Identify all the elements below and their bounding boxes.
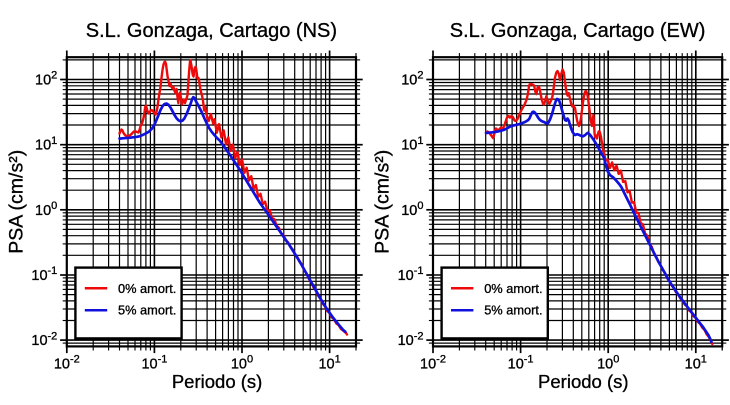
- svg-text:5% amort.: 5% amort.: [484, 303, 542, 318]
- svg-text:S.L. Gonzaga, Cartago (NS): S.L. Gonzaga, Cartago (NS): [86, 20, 337, 42]
- svg-text:Periodo (s): Periodo (s): [538, 371, 628, 392]
- svg-text:0% amort.: 0% amort.: [484, 281, 542, 296]
- svg-text:S.L. Gonzaga, Cartago (EW): S.L. Gonzaga, Cartago (EW): [450, 20, 706, 42]
- svg-text:5% amort.: 5% amort.: [118, 303, 176, 318]
- svg-text:0% amort.: 0% amort.: [118, 281, 176, 296]
- svg-text:10-2: 10-2: [31, 330, 57, 349]
- svg-text:PSA (cm/s²): PSA (cm/s²): [5, 150, 27, 254]
- svg-text:PSA (cm/s²): PSA (cm/s²): [372, 150, 394, 254]
- svg-text:Periodo (s): Periodo (s): [172, 371, 262, 392]
- svg-text:10-2: 10-2: [398, 330, 424, 349]
